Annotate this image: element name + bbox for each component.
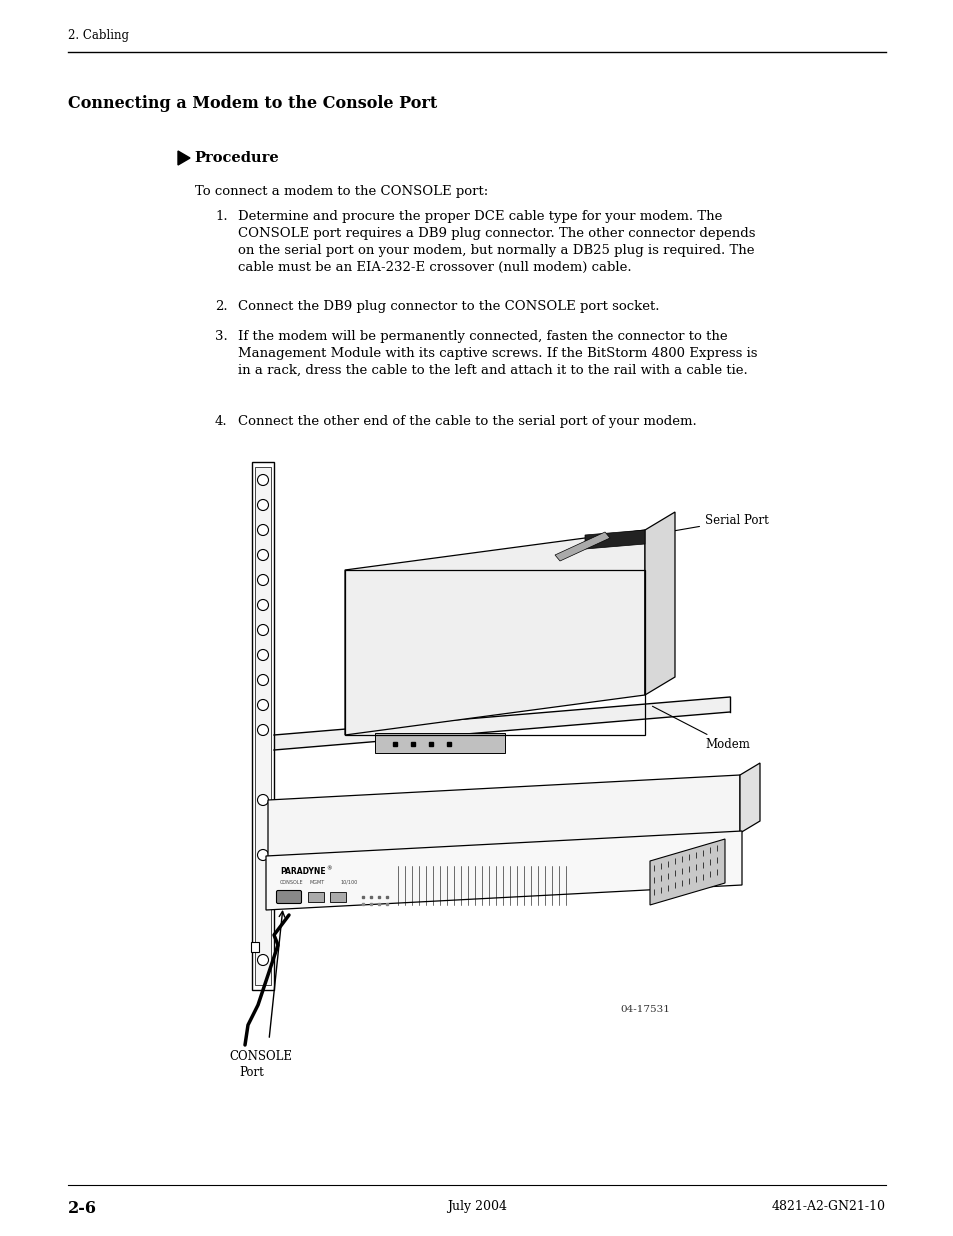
Polygon shape bbox=[345, 530, 644, 735]
Circle shape bbox=[257, 795, 268, 806]
Circle shape bbox=[257, 849, 268, 860]
Text: 3.: 3. bbox=[214, 330, 228, 344]
Text: CONSOLE: CONSOLE bbox=[280, 880, 303, 885]
Circle shape bbox=[257, 499, 268, 510]
Text: If the modem will be permanently connected, fasten the connector to the
Manageme: If the modem will be permanently connect… bbox=[237, 330, 757, 377]
Circle shape bbox=[257, 700, 268, 711]
Text: 4821-A2-GN21-10: 4821-A2-GN21-10 bbox=[771, 1200, 885, 1213]
Circle shape bbox=[257, 649, 268, 660]
Text: 1.: 1. bbox=[214, 210, 228, 222]
Circle shape bbox=[257, 624, 268, 635]
Bar bbox=[330, 892, 346, 902]
Polygon shape bbox=[555, 531, 609, 561]
Polygon shape bbox=[274, 697, 729, 750]
Text: Connect the other end of the cable to the serial port of your modem.: Connect the other end of the cable to th… bbox=[237, 415, 696, 428]
Polygon shape bbox=[740, 763, 760, 833]
Text: 04-17531: 04-17531 bbox=[619, 1005, 669, 1014]
Text: PARADYNE: PARADYNE bbox=[280, 866, 325, 875]
Text: Connect the DB9 plug connector to the CONSOLE port socket.: Connect the DB9 plug connector to the CO… bbox=[237, 300, 659, 313]
Circle shape bbox=[257, 524, 268, 535]
Text: 2-6: 2-6 bbox=[68, 1200, 97, 1217]
Text: Procedure: Procedure bbox=[193, 151, 278, 164]
Circle shape bbox=[257, 550, 268, 560]
Text: Connecting a Modem to the Console Port: Connecting a Modem to the Console Port bbox=[68, 95, 436, 112]
Text: 2.: 2. bbox=[214, 300, 228, 313]
Polygon shape bbox=[375, 733, 504, 753]
Text: Determine and procure the proper DCE cable type for your modem. The
CONSOLE port: Determine and procure the proper DCE cab… bbox=[237, 210, 755, 274]
Text: Serial Port: Serial Port bbox=[652, 513, 768, 534]
Polygon shape bbox=[649, 839, 724, 905]
Circle shape bbox=[257, 475, 268, 486]
Circle shape bbox=[257, 954, 268, 965]
FancyBboxPatch shape bbox=[276, 890, 301, 904]
Bar bbox=[252, 462, 274, 990]
Text: 2. Cabling: 2. Cabling bbox=[68, 28, 129, 42]
Text: MGMT: MGMT bbox=[310, 880, 325, 885]
Text: 4.: 4. bbox=[214, 415, 228, 428]
Circle shape bbox=[257, 575, 268, 586]
Polygon shape bbox=[584, 530, 644, 549]
Circle shape bbox=[257, 599, 268, 611]
Circle shape bbox=[257, 675, 268, 686]
Bar bbox=[308, 892, 324, 902]
Text: ®: ® bbox=[326, 866, 331, 871]
Text: Port: Port bbox=[239, 1065, 263, 1079]
Text: Modem: Modem bbox=[652, 706, 749, 751]
Polygon shape bbox=[178, 151, 190, 164]
Text: 10/100: 10/100 bbox=[339, 880, 356, 885]
Polygon shape bbox=[266, 831, 741, 910]
Text: CONSOLE: CONSOLE bbox=[229, 1051, 292, 1063]
Bar bbox=[254, 467, 271, 985]
Bar bbox=[345, 570, 644, 735]
Text: To connect a modem to the CONSOLE port:: To connect a modem to the CONSOLE port: bbox=[194, 185, 488, 198]
Bar bbox=[251, 942, 258, 952]
Polygon shape bbox=[644, 512, 675, 695]
Circle shape bbox=[257, 724, 268, 735]
Text: July 2004: July 2004 bbox=[447, 1200, 506, 1213]
Polygon shape bbox=[257, 822, 740, 875]
Polygon shape bbox=[268, 775, 740, 858]
